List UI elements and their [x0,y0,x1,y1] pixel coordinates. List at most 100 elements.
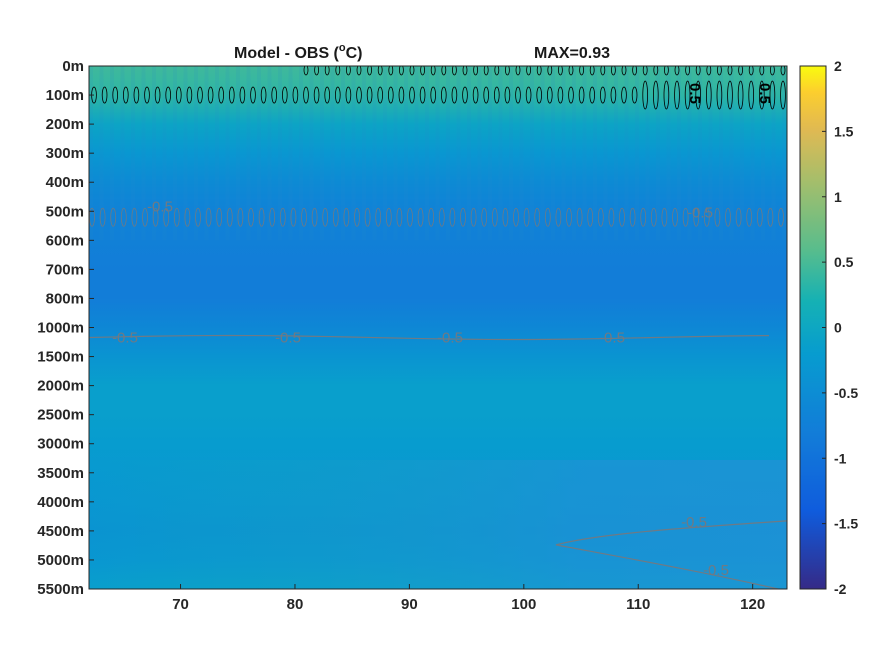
stripe [540,66,545,241]
stripe [383,66,387,241]
contour-ellipse [440,86,447,104]
contour-ellipse [652,80,659,110]
contour-ellipse [385,207,392,227]
contour-ellipse [727,80,733,110]
stripe [782,66,786,241]
contour-ellipse [653,66,659,76]
contour-ellipse [388,66,394,76]
contour-ellipse [417,207,424,227]
contour-label: -0.5 [437,330,463,347]
contour-ellipse [672,207,678,227]
contour-ellipse [313,86,320,104]
contour-ellipse [441,66,447,76]
contour-ellipse [409,86,415,104]
stripe [435,66,440,241]
stripe [729,66,734,241]
y-tick-label: 400m [46,174,84,191]
stripe [477,66,482,241]
max-annotation: MAX=0.93 [534,45,610,62]
stripe [425,66,429,241]
colorbar-tick-label: -1.5 [834,516,858,532]
colorbar-tick-label: 2 [834,58,842,74]
contour-ellipse [430,86,437,104]
stripe [351,66,356,241]
contour-ellipse [345,86,352,104]
contour-ellipse [608,207,615,227]
contour-ellipse [555,207,562,227]
colorbar-tick-label: 1 [834,189,842,205]
y-tick-label: 600m [46,232,84,249]
stripe [761,66,765,241]
contour-ellipse [142,207,148,227]
contour-ellipse [629,207,636,227]
contour-ellipse [112,86,118,104]
contour-ellipse [597,207,604,227]
stripe [656,66,660,241]
contour-label: -0.5 [687,204,713,221]
stripe [362,66,366,241]
contour-ellipse [152,207,159,227]
y-tick-label: 700m [46,261,84,278]
contour-ellipse [714,207,721,227]
stripe [183,66,188,241]
contour-ellipse [271,86,278,104]
stripe [120,66,125,241]
y-tick-label: 5000m [37,552,84,569]
contour-ellipse [377,86,384,104]
stripe [152,66,156,241]
stripe [771,66,776,241]
contour-ellipse [727,66,733,76]
contour-ellipse [226,207,233,227]
contour-ellipse [735,207,742,227]
contour-ellipse [399,66,404,76]
contour-ellipse [748,80,754,110]
stripe [593,66,597,241]
y-tick-label: 2500m [37,407,84,424]
contour-ellipse [483,66,489,76]
y-axis: 0m 100m 200m 300m 400m 500m 600m 700m 800m 1000m 1… [37,58,94,598]
stripe [582,66,587,241]
contour-ellipse [428,207,435,227]
contour-ellipse [367,66,372,76]
x-tick-label: 90 [401,596,418,613]
contour-ellipse [207,86,214,104]
x-axis: 70 80 90 100 110 120 [172,584,765,613]
contour-ellipse [197,86,203,104]
contour-ellipse [356,66,362,76]
contour-ellipse [269,207,276,227]
contour-ellipse [758,80,765,110]
contour-ellipse [568,86,574,104]
y-tick-label: 500m [46,203,84,220]
contour-ellipse [409,66,415,76]
stripe [330,66,335,241]
contour-ellipse [229,86,235,104]
y-tick-label: 100m [46,87,84,104]
contour-ellipse [258,207,265,227]
contour-line [555,520,787,589]
colorbar-tick-label: -2 [834,581,847,597]
contour-ellipse [332,207,339,227]
stripe [645,66,650,241]
x-tick-label: 80 [287,596,304,613]
contour-ellipse [250,86,256,104]
contour-ellipse [311,207,318,227]
contour-ellipse [661,207,668,227]
contour-ellipse [513,207,519,227]
stripe [131,66,135,241]
stripe [236,66,240,241]
contour-line [89,334,770,341]
contour-ellipse [186,86,193,104]
chart-title: Model - OBS (oC) [234,42,363,62]
contour-ellipse [523,207,530,227]
contour-ellipse [642,80,648,110]
contour-ellipse [759,66,765,76]
contour-ellipse [717,66,722,76]
stripe [309,66,314,241]
contour-ellipse [515,66,521,76]
stripe [614,66,618,241]
near-surface-stripes [89,66,786,241]
stripe [393,66,398,241]
stripe [635,66,639,241]
contour-ellipse [621,86,627,104]
contour-ellipse [334,86,341,104]
